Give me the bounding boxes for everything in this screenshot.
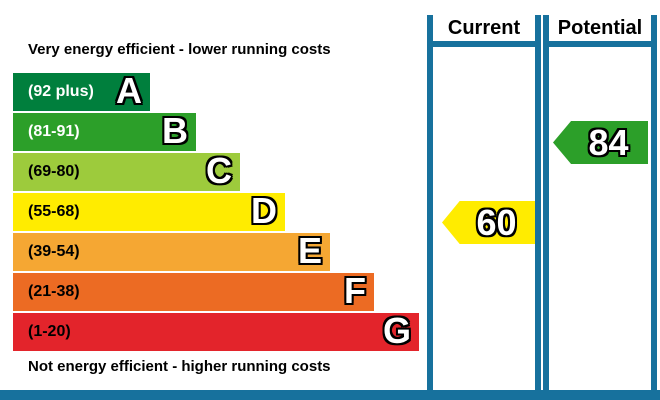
caption-not-efficient: Not energy efficient - higher running co… <box>28 358 331 375</box>
band-d-letter: D <box>251 189 277 231</box>
potential-column-left-border <box>543 15 549 390</box>
band-f-letter: F <box>344 269 366 311</box>
band-c-letter: C <box>206 149 232 191</box>
potential-header-underline <box>543 41 657 47</box>
current-column-right-border <box>535 15 541 390</box>
band-b-letter: B <box>162 109 188 151</box>
current-rating-value: 60 <box>476 201 517 243</box>
current-header-underline <box>427 41 541 47</box>
band-f: (21-38) F <box>13 269 374 311</box>
band-g-letter: G <box>382 309 411 351</box>
band-a-range-label: (92 plus) <box>28 83 94 100</box>
band-b: (81-91) B <box>13 109 196 151</box>
band-d: (55-68) D <box>13 189 285 231</box>
potential-column-right-border <box>651 15 657 390</box>
current-rating-arrow: 60 <box>442 201 535 244</box>
potential-rating-arrow: 84 <box>553 121 648 164</box>
bottom-accent-bar <box>0 390 660 400</box>
band-c: (69-80) C <box>13 149 240 191</box>
band-g-range-label: (1-20) <box>28 323 71 340</box>
potential-column-header: Potential <box>557 17 643 39</box>
band-d-range-label: (55-68) <box>28 203 80 220</box>
band-e-range-label: (39-54) <box>28 243 80 260</box>
band-c-range-label: (69-80) <box>28 163 80 180</box>
caption-very-efficient: Very energy efficient - lower running co… <box>28 41 331 58</box>
band-e: (39-54) E <box>13 229 330 271</box>
band-a-letter: A <box>116 69 142 111</box>
band-a: (92 plus) A <box>13 69 150 111</box>
band-g: (1-20) G <box>13 309 419 351</box>
current-column-left-border <box>427 15 433 390</box>
band-f-range-label: (21-38) <box>28 283 80 300</box>
band-b-range-label: (81-91) <box>28 123 80 140</box>
potential-rating-value: 84 <box>588 121 629 163</box>
band-e-letter: E <box>297 229 322 271</box>
current-column-header: Current <box>447 17 521 39</box>
